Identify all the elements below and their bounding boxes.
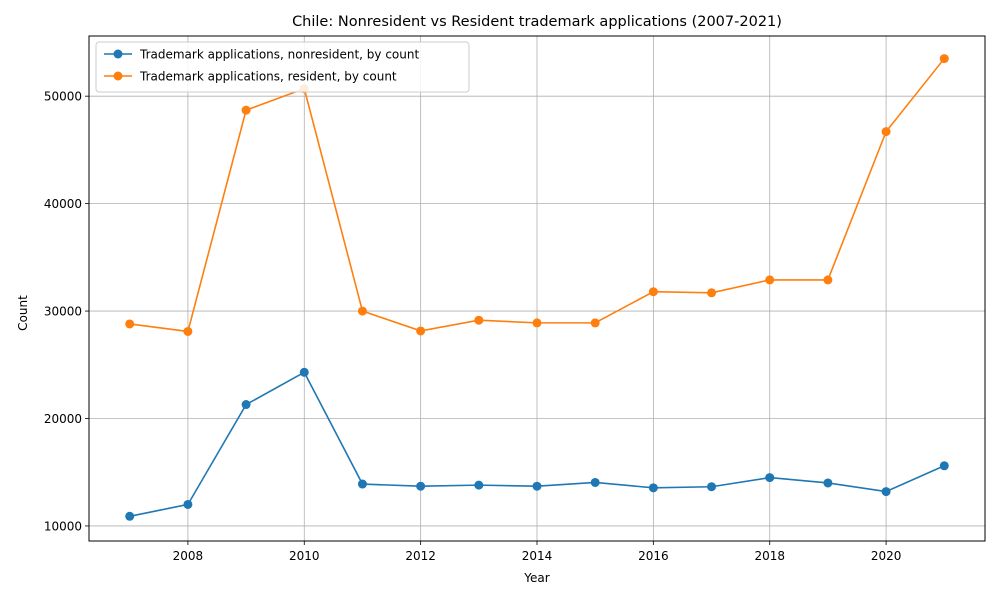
- data-point: [590, 318, 600, 328]
- x-tick-label: 2010: [289, 549, 320, 563]
- data-point: [299, 367, 309, 377]
- data-point: [241, 105, 251, 115]
- legend-marker: [113, 71, 123, 81]
- data-point: [939, 54, 949, 64]
- x-tick-label: 2016: [638, 549, 669, 563]
- data-point: [707, 288, 717, 298]
- data-point: [125, 511, 135, 521]
- data-point: [474, 480, 484, 490]
- data-point: [765, 275, 775, 285]
- data-point: [648, 483, 658, 493]
- y-axis-label: Count: [16, 295, 30, 331]
- x-tick-label: 2018: [754, 549, 785, 563]
- data-point: [707, 482, 717, 492]
- x-axis: 2008 2010 2012 2014 2016 2018 2020: [173, 541, 902, 563]
- x-tick-label: 2014: [522, 549, 553, 563]
- data-point: [765, 473, 775, 483]
- y-tick-label: 20000: [44, 412, 82, 426]
- data-point: [125, 319, 135, 329]
- data-point: [357, 306, 367, 316]
- data-point: [823, 275, 833, 285]
- series-layer: [125, 54, 949, 521]
- data-point: [183, 499, 193, 509]
- data-point: [823, 478, 833, 488]
- y-axis: 10000 20000 30000 40000 50000: [44, 90, 89, 533]
- x-tick-label: 2020: [871, 549, 902, 563]
- data-point: [474, 315, 484, 325]
- y-tick-label: 50000: [44, 90, 82, 104]
- legend-marker: [113, 49, 123, 59]
- data-point: [357, 479, 367, 489]
- data-point: [416, 326, 426, 336]
- data-point: [881, 487, 891, 497]
- data-point: [648, 287, 658, 297]
- y-tick-label: 40000: [44, 197, 82, 211]
- data-point: [939, 461, 949, 471]
- data-point: [532, 481, 542, 491]
- legend: Trademark applications, nonresident, by …: [95, 41, 470, 93]
- x-axis-label: Year: [523, 571, 549, 585]
- y-tick-label: 10000: [44, 519, 82, 533]
- data-point: [881, 127, 891, 137]
- data-point: [416, 481, 426, 491]
- x-tick-label: 2008: [173, 549, 204, 563]
- legend-label: Trademark applications, resident, by cou…: [139, 70, 397, 84]
- legend-label: Trademark applications, nonresident, by …: [139, 48, 419, 62]
- data-point: [241, 400, 251, 410]
- chart-title: Chile: Nonresident vs Resident trademark…: [292, 14, 782, 30]
- legend-box: [95, 41, 470, 93]
- data-point: [590, 477, 600, 487]
- data-point: [532, 318, 542, 328]
- data-point: [183, 326, 193, 336]
- x-tick-label: 2012: [405, 549, 436, 563]
- y-tick-label: 30000: [44, 305, 82, 319]
